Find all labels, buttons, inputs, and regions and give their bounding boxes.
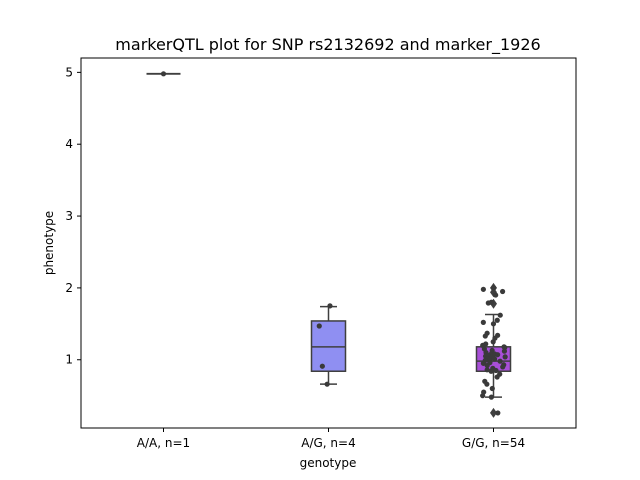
data-point bbox=[502, 354, 508, 360]
y-tick-label: 4 bbox=[65, 137, 73, 151]
data-point bbox=[319, 363, 325, 369]
x-tick-label: A/A, n=1 bbox=[137, 436, 190, 450]
data-point bbox=[501, 348, 508, 354]
x-axis: A/A, n=1 A/G, n=4 G/G, n=54 bbox=[137, 428, 525, 450]
data-point bbox=[480, 360, 487, 366]
data-point bbox=[491, 285, 497, 291]
data-point bbox=[489, 385, 495, 392]
data-point bbox=[480, 319, 486, 325]
data-point bbox=[490, 321, 497, 327]
data-point bbox=[493, 292, 499, 298]
data-point bbox=[482, 333, 488, 339]
x-tick-label: A/G, n=4 bbox=[301, 436, 355, 450]
data-point bbox=[484, 362, 490, 369]
plot-area bbox=[146, 71, 512, 418]
box-group bbox=[310, 305, 347, 385]
data-point bbox=[484, 381, 490, 387]
y-tick-label: 5 bbox=[65, 65, 73, 79]
data-point bbox=[494, 317, 500, 323]
data-point bbox=[316, 323, 322, 329]
y-tick-label: 1 bbox=[65, 353, 73, 367]
data-point bbox=[497, 312, 503, 318]
data-point bbox=[488, 394, 494, 400]
data-point bbox=[492, 356, 498, 362]
data-point bbox=[500, 364, 506, 370]
data-point bbox=[495, 410, 501, 416]
data-point bbox=[493, 367, 499, 374]
data-point bbox=[324, 381, 330, 387]
x-axis-label: genotype bbox=[300, 456, 357, 470]
data-point bbox=[327, 303, 333, 309]
data-point bbox=[485, 300, 491, 306]
data-point bbox=[480, 286, 486, 292]
data-point bbox=[488, 368, 494, 374]
x-tick-label: G/G, n=54 bbox=[462, 436, 525, 450]
y-axis: 1 2 3 4 5 bbox=[65, 65, 81, 367]
y-axis-label: phenotype bbox=[42, 211, 56, 275]
data-point bbox=[490, 339, 496, 345]
y-tick-label: 2 bbox=[65, 281, 73, 295]
data-point bbox=[497, 358, 503, 364]
y-tick-label: 3 bbox=[65, 209, 73, 223]
data-point bbox=[495, 352, 501, 358]
data-point bbox=[160, 71, 167, 77]
data-point bbox=[484, 367, 490, 373]
chart-title: markerQTL plot for SNP rs2132692 and mar… bbox=[115, 35, 540, 55]
outlier-marker bbox=[490, 407, 497, 418]
data-point bbox=[494, 374, 500, 380]
data-point bbox=[480, 393, 486, 399]
data-point bbox=[499, 288, 506, 295]
